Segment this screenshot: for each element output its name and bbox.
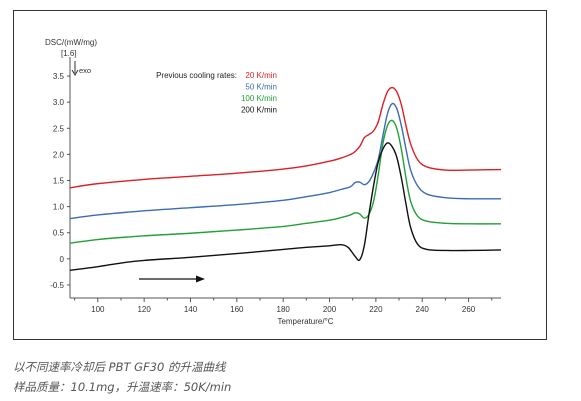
figure-caption-details: 样品质量：10.1mg，升温速率：50K/min [13, 380, 232, 394]
legend-entry: 100 K/min [241, 94, 277, 103]
series-line [69, 119, 502, 244]
heating-direction-arrowhead-icon [196, 275, 205, 283]
x-tick-label: 180 [277, 305, 291, 314]
x-tick-label: 120 [137, 305, 151, 314]
x-tick-label: 200 [323, 305, 337, 314]
legend-entry: 20 K/min [245, 71, 277, 80]
y-tick-label: 3.0 [53, 98, 65, 107]
y-tick-label: 0.5 [53, 229, 65, 238]
series-line [69, 102, 502, 220]
x-tick-label: 140 [184, 305, 198, 314]
x-tick-label: 160 [230, 305, 244, 314]
x-axis-label: Temperature/°C [277, 317, 333, 326]
y-tick-label: -0.5 [50, 281, 64, 290]
y-tick-label: 1.0 [53, 203, 65, 212]
dsc-chart: -0.5 0 0.5 1.0 1.5 2.0 2.5 3.0 3.5 100 120 140 160 18… [45, 38, 502, 326]
chart-frame: -0.5 0 0.5 1.0 1.5 2.0 2.5 3.0 3.5 100 120 140 160 18… [13, 10, 547, 340]
x-tick-label: 220 [369, 305, 383, 314]
y-tick-label: 2.5 [53, 124, 65, 133]
x-tick-label: 260 [462, 305, 476, 314]
y-tick-label: 3.5 [53, 72, 65, 81]
y-tick-label: 2.0 [53, 150, 65, 159]
legend-entry: 200 K/min [241, 106, 277, 115]
exo-arrowhead-icon [71, 69, 79, 76]
series-line [69, 86, 502, 189]
y-axis-unit-sub: [1.6] [61, 49, 77, 58]
y-axis-label: DSC/(mW/mg) [45, 38, 97, 47]
y-tick-label: 1.5 [53, 177, 65, 186]
series-line [69, 142, 502, 272]
exo-label: exo [79, 66, 91, 75]
x-tick-label: 100 [91, 305, 105, 314]
y-tick-label: 0 [60, 255, 65, 264]
legend-title: Previous cooling rates: [156, 71, 237, 80]
legend-entry: 50 K/min [245, 83, 277, 92]
x-tick-label: 240 [416, 305, 430, 314]
figure-caption-title: 以不同速率冷却后 PBT GF30 的升温曲线 [13, 360, 226, 374]
